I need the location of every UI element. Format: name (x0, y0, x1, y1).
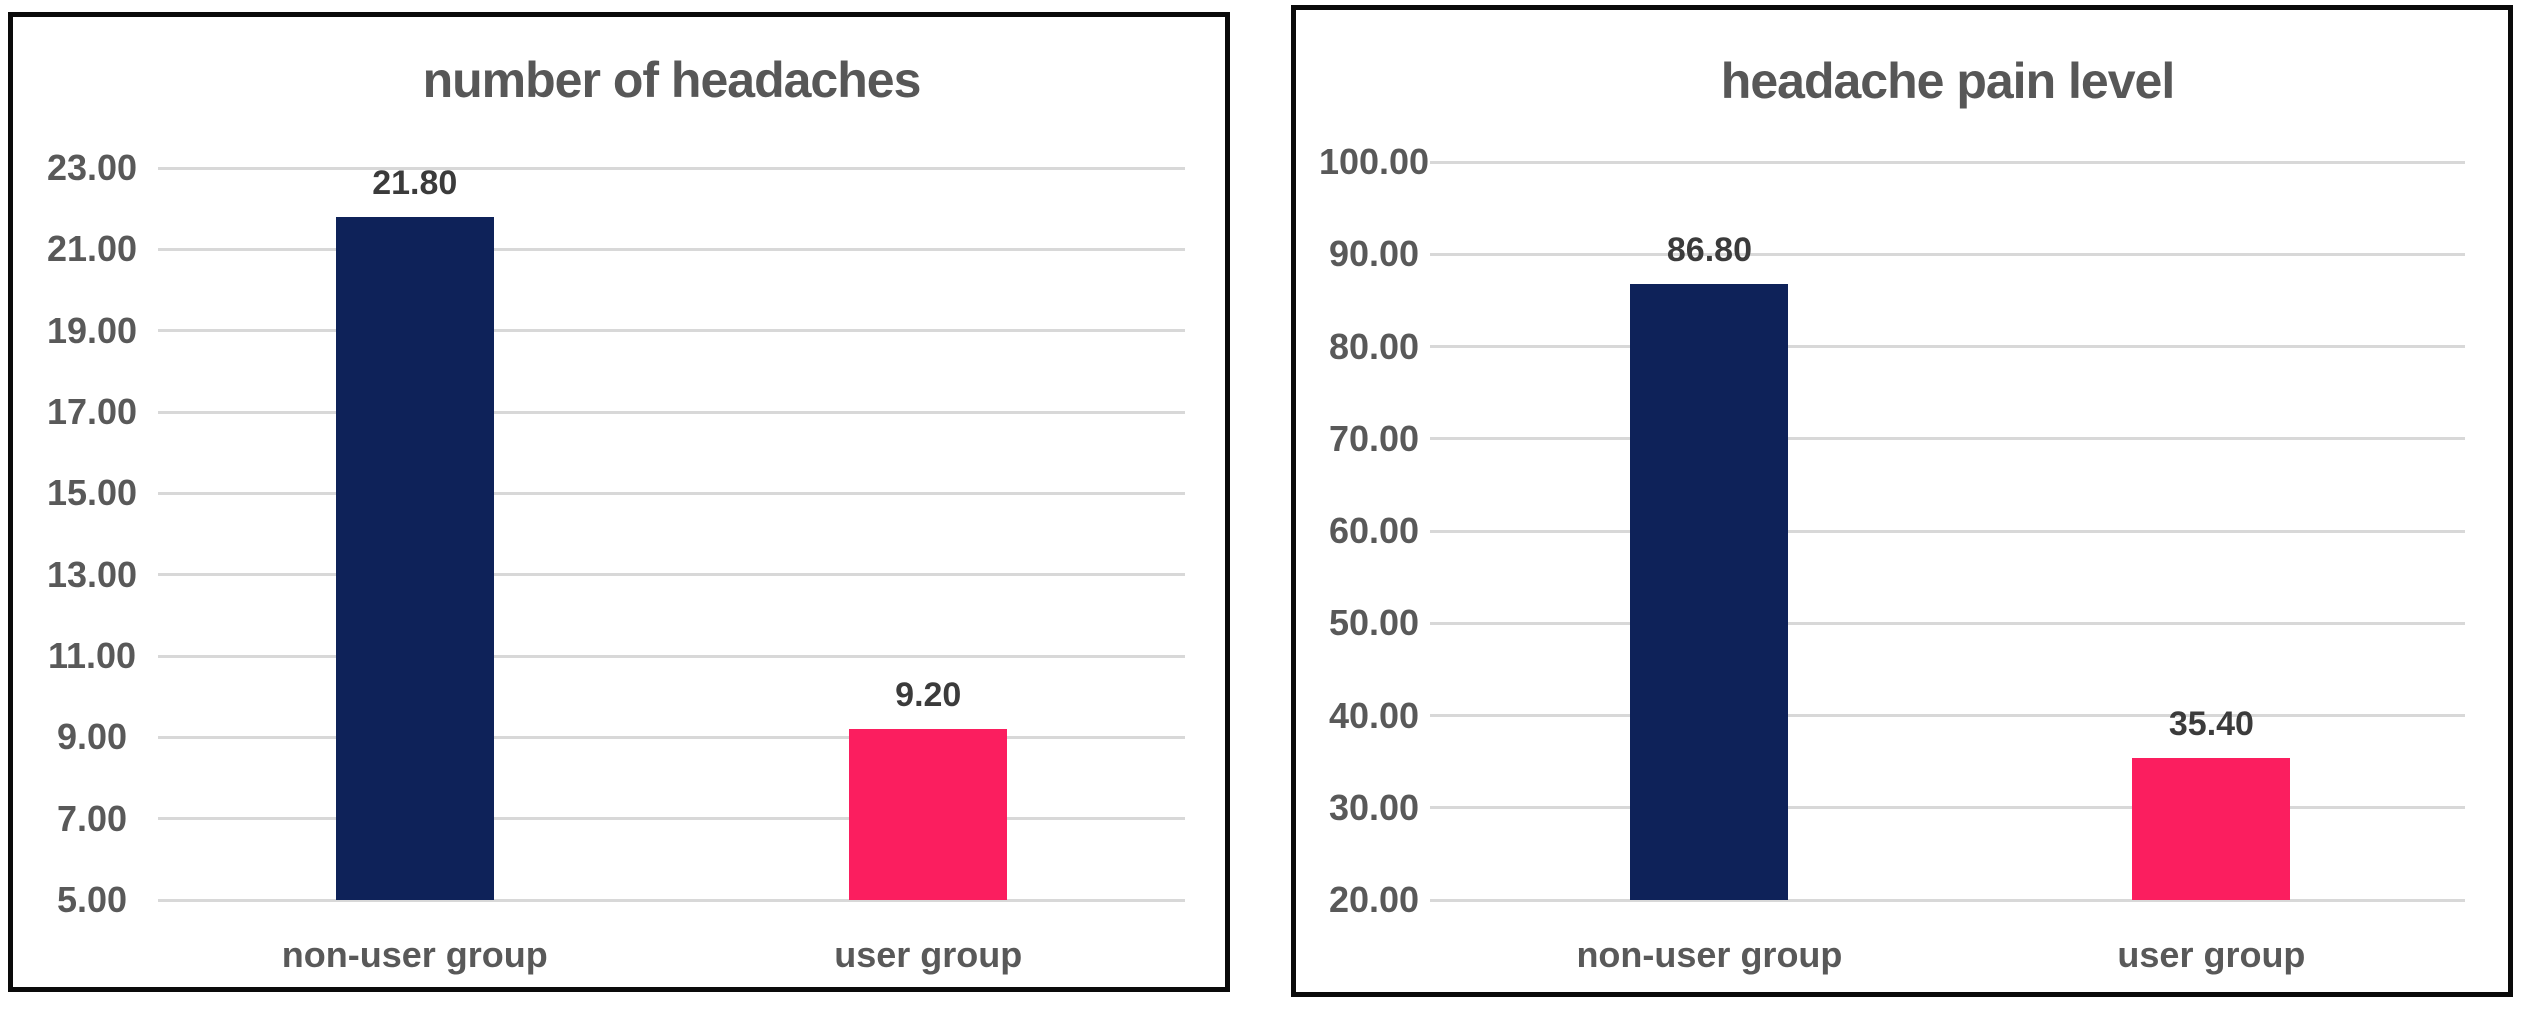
gridline (158, 166, 1185, 170)
y-tick-label: 50.00 (1328, 602, 1420, 644)
bar-user-group (2132, 757, 2291, 900)
chart-panel-number-of-headaches: number of headaches 23.00 21.00 19.00 17.00… (8, 12, 1230, 992)
chart-title: number of headaches (422, 52, 922, 108)
gridline (158, 735, 1185, 739)
y-tick-label: 20.00 (1328, 879, 1420, 920)
y-tick-label: 60.00 (1328, 510, 1420, 551)
category-label-user-group: user group (834, 934, 1023, 975)
y-tick-label: 30.00 (1328, 786, 1420, 828)
category-label-user-group: user group (2117, 934, 2306, 975)
y-tick-label: 11.00 (47, 635, 137, 676)
gridline (1430, 529, 2465, 533)
y-tick-label: 5.00 (56, 879, 128, 920)
gridline (1430, 437, 2465, 441)
y-tick-label: 21.00 (46, 228, 138, 270)
gridline (1430, 898, 2465, 902)
gridline (1430, 160, 2465, 164)
y-tick-label: 80.00 (1328, 325, 1420, 367)
bar-value-label: 35.40 (2168, 704, 2254, 743)
bar-non-user-group (335, 216, 494, 900)
bar-value-label: 86.80 (1666, 230, 1752, 269)
y-tick-label: 15.00 (46, 472, 138, 514)
y-tick-label: 19.00 (46, 309, 138, 351)
y-tick-label: 9.00 (56, 716, 128, 758)
bar-user-group (849, 729, 1008, 900)
y-tick-label: 100.00 (1318, 141, 1430, 182)
y-tick-label: 13.00 (46, 553, 138, 595)
plot-area: 23.00 21.00 19.00 17.00 15.00 13.00 11.00 9.00 7… (13, 17, 1225, 987)
y-tick-label: 70.00 (1328, 417, 1420, 459)
bar-value-label: 9.20 (895, 676, 962, 715)
gridline (158, 898, 1185, 902)
bar-non-user-group (1630, 283, 1789, 900)
gridline (158, 247, 1185, 251)
gridline (1430, 806, 2465, 810)
y-tick-label: 23.00 (46, 147, 138, 188)
gridline (158, 654, 1185, 658)
gridline (1430, 252, 2465, 256)
chart-panel-headache-pain-level: headache pain level 100.00 90.00 80.00 70.0… (1291, 5, 2513, 997)
gridline (158, 573, 1185, 577)
gridline (158, 410, 1185, 414)
y-tick-label: 40.00 (1328, 694, 1420, 736)
y-tick-label: 17.00 (46, 391, 138, 432)
gridline (158, 491, 1185, 495)
chart-title: headache pain level (1720, 53, 2175, 109)
gridline (1430, 345, 2465, 348)
plot-area: 100.00 90.00 80.00 70.00 60.00 50.00 40.00 30.0… (1296, 10, 2508, 992)
category-label-non-user-group: non-user group (1576, 934, 1843, 975)
y-tick-label: 7.00 (56, 797, 128, 839)
bar-value-label: 21.80 (372, 163, 458, 202)
category-label-non-user-group: non-user group (281, 934, 548, 975)
gridline (1430, 714, 2465, 717)
gridline (158, 329, 1185, 333)
gridline (1430, 621, 2465, 625)
gridline (158, 817, 1185, 821)
y-tick-label: 90.00 (1328, 233, 1420, 275)
